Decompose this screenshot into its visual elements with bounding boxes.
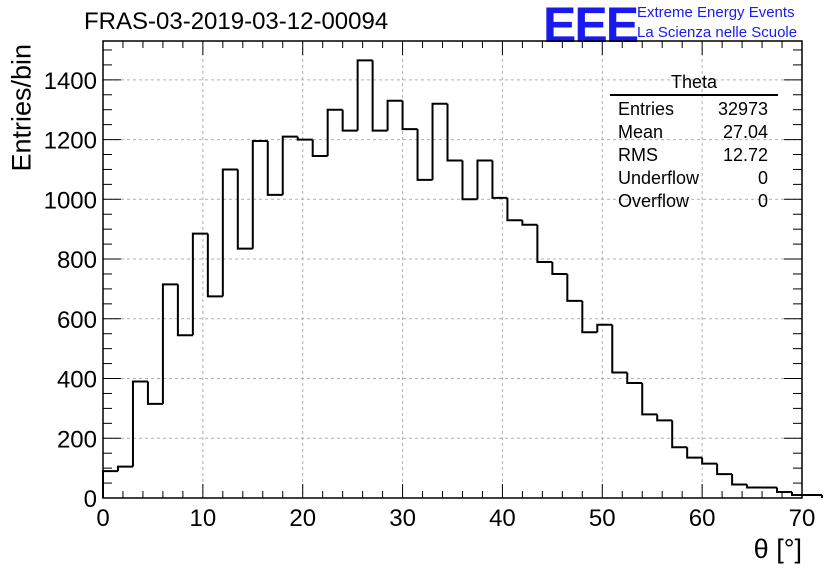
histogram-bin bbox=[131, 380, 148, 467]
histogram-bin bbox=[476, 159, 493, 200]
histogram-bin bbox=[626, 372, 643, 385]
histogram-bin bbox=[791, 492, 807, 497]
histogram-bin bbox=[641, 383, 658, 416]
histogram-bin bbox=[701, 457, 718, 465]
x-tick-label: 60 bbox=[689, 505, 716, 532]
x-axis-label: θ [°] bbox=[753, 534, 802, 564]
histogram-bin bbox=[731, 474, 748, 486]
y-tick-label: 400 bbox=[57, 367, 97, 394]
stats-label: Entries bbox=[618, 99, 675, 119]
stats-value: 12.72 bbox=[722, 145, 768, 165]
histogram-bin bbox=[146, 381, 163, 405]
histogram-bin bbox=[311, 139, 328, 157]
histogram-bin bbox=[716, 463, 733, 476]
histogram-bin bbox=[401, 100, 418, 131]
histogram-bin bbox=[566, 273, 583, 302]
histogram-bin bbox=[341, 109, 358, 132]
histogram-bin bbox=[176, 284, 193, 337]
histogram-bin bbox=[551, 262, 568, 275]
histogram-bin bbox=[191, 232, 208, 336]
histogram-bin bbox=[581, 300, 598, 334]
y-axis-label: Entries/bin bbox=[6, 43, 37, 172]
stats-value: 27.04 bbox=[722, 122, 768, 142]
histogram-bin bbox=[161, 283, 178, 404]
x-tick-label: 0 bbox=[96, 505, 109, 532]
histogram-bin bbox=[506, 197, 523, 222]
histogram-bin bbox=[461, 160, 478, 201]
histogram-bin bbox=[536, 224, 553, 264]
histogram-bin bbox=[596, 323, 613, 333]
histogram-bin bbox=[102, 470, 118, 498]
x-tick-label: 20 bbox=[289, 505, 316, 532]
stats-row-mean: Mean 27.04 bbox=[610, 121, 778, 144]
stats-box: Theta Entries 32973 Mean 27.04 RMS 12.72… bbox=[610, 72, 778, 213]
histogram-bin bbox=[326, 108, 343, 156]
histogram-bin bbox=[656, 414, 673, 422]
chart-title: FRAS-03-2019-03-12-00094 bbox=[84, 8, 389, 35]
stats-value: 32973 bbox=[717, 99, 768, 119]
histogram-bin bbox=[521, 220, 538, 226]
histogram-bin bbox=[386, 99, 403, 131]
stats-label: Overflow bbox=[618, 191, 690, 211]
histogram-bin bbox=[116, 465, 133, 472]
histogram-bin bbox=[236, 169, 253, 250]
stats-label: RMS bbox=[618, 145, 658, 165]
histogram-bin bbox=[251, 140, 268, 249]
y-tick-label: 800 bbox=[57, 247, 97, 274]
y-tick-label: 1000 bbox=[44, 187, 97, 214]
histogram-bin bbox=[221, 168, 238, 297]
histogram-bin bbox=[746, 484, 763, 489]
y-tick-label: 0 bbox=[84, 486, 97, 513]
histogram-bin bbox=[776, 487, 793, 494]
y-tick-label: 1200 bbox=[44, 128, 97, 155]
stats-title: Theta bbox=[610, 72, 778, 96]
stats-label: Mean bbox=[618, 122, 664, 142]
logo-subtitle-2: La Scienza nelle Scuole bbox=[637, 24, 798, 41]
histogram-bin bbox=[671, 420, 688, 449]
histogram-bin bbox=[431, 102, 448, 180]
histogram-bin bbox=[281, 135, 298, 195]
stats-value: 0 bbox=[757, 191, 768, 211]
y-tick-label: 1400 bbox=[44, 68, 97, 95]
histogram-bin bbox=[686, 447, 703, 459]
x-tick-label: 30 bbox=[389, 505, 416, 532]
stats-row-underflow: Underflow 0 bbox=[610, 167, 778, 190]
logo-subtitle-1: Extreme Energy Events bbox=[637, 4, 795, 21]
plot-frame bbox=[102, 40, 803, 499]
histogram-bin bbox=[296, 136, 313, 141]
x-tick-label: 10 bbox=[190, 505, 217, 532]
stats-row-overflow: Overflow 0 bbox=[610, 190, 778, 213]
histogram-bin bbox=[416, 129, 433, 181]
histogram-bin bbox=[611, 324, 628, 374]
histogram-bin bbox=[206, 233, 223, 298]
histogram-bin bbox=[266, 141, 283, 196]
histogram-bin bbox=[446, 103, 463, 162]
histogram-bin bbox=[491, 160, 508, 199]
stats-value: 0 bbox=[757, 168, 768, 188]
stats-row-rms: RMS 12.72 bbox=[610, 144, 778, 167]
stats-label: Underflow bbox=[618, 168, 700, 188]
x-tick-label: 70 bbox=[789, 505, 816, 532]
x-tick-label: 40 bbox=[489, 505, 516, 532]
histogram-bin bbox=[356, 59, 373, 131]
x-tick-label: 50 bbox=[589, 505, 616, 532]
histogram-bin bbox=[371, 60, 388, 132]
y-tick-label: 200 bbox=[57, 426, 97, 453]
y-tick-label: 600 bbox=[57, 307, 97, 334]
stats-row-entries: Entries 32973 bbox=[610, 98, 778, 121]
